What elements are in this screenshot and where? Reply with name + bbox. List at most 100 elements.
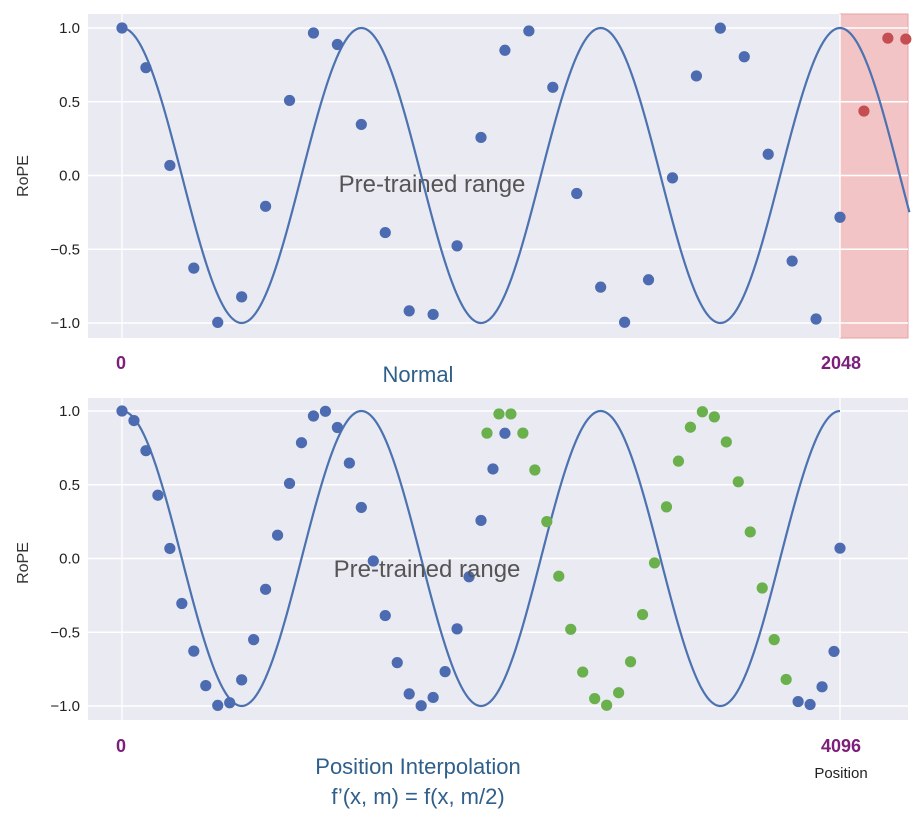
y-tick-label: 1.0 <box>59 20 80 37</box>
data-point-trained <box>499 44 511 56</box>
normal-y-axis-label: RoPE <box>15 155 32 197</box>
data-point-trained <box>427 308 439 321</box>
data-point-interpolated <box>660 501 673 513</box>
data-point-interpolated <box>517 427 529 439</box>
y-tick-label: 1.0 <box>59 403 80 420</box>
data-point-interpolated <box>624 656 637 668</box>
data-point-trained <box>475 514 487 527</box>
data-point-trained <box>212 699 224 712</box>
data-point-trained <box>260 200 272 212</box>
data-point-trained <box>164 159 176 172</box>
y-tick-label: −1.0 <box>50 315 80 332</box>
data-point-extrapolated <box>882 32 894 44</box>
data-point-trained <box>331 38 343 51</box>
data-point-interpolated <box>613 687 625 699</box>
data-point-trained <box>834 542 846 554</box>
data-point-trained <box>487 463 499 475</box>
data-point-trained <box>164 542 176 555</box>
data-point-trained <box>283 94 296 107</box>
data-point-trained <box>642 274 655 286</box>
data-point-trained <box>391 657 403 669</box>
interpolation-points <box>116 405 846 712</box>
data-point-interpolated <box>696 406 708 418</box>
data-point-trained <box>355 501 367 514</box>
normal-rope-curve <box>121 26 911 325</box>
data-point-trained <box>804 698 816 711</box>
interpolation-y-ticks: 1.0 0.5 0.0 −0.5 −1.0 <box>50 403 80 715</box>
normal-x-end-label: 2048 <box>821 353 861 373</box>
data-point-trained <box>834 211 846 223</box>
data-point-trained <box>343 457 355 469</box>
y-tick-label: −0.5 <box>50 241 80 258</box>
data-point-trained <box>128 414 140 427</box>
data-point-trained <box>762 148 774 160</box>
data-point-interpolated <box>541 516 553 528</box>
data-point-trained <box>224 697 236 709</box>
y-tick-label: −1.0 <box>50 698 80 715</box>
data-point-interpolated <box>601 699 613 711</box>
data-point-interpolated <box>505 408 517 420</box>
data-point-trained <box>690 70 703 82</box>
data-point-trained <box>451 623 463 635</box>
data-point-trained <box>403 688 415 700</box>
data-point-trained <box>427 691 439 704</box>
data-point-trained <box>379 226 391 239</box>
data-point-trained <box>571 187 583 200</box>
data-point-extrapolated <box>900 33 912 45</box>
data-point-trained <box>714 22 726 34</box>
data-point-trained <box>116 405 128 417</box>
data-point-interpolated <box>565 623 577 635</box>
data-point-trained <box>295 437 308 449</box>
data-point-trained <box>307 27 320 39</box>
data-point-interpolated <box>684 421 697 433</box>
y-tick-label: 0.0 <box>59 168 80 185</box>
y-tick-label: −0.5 <box>50 624 80 641</box>
data-point-interpolated <box>529 464 541 476</box>
data-point-trained <box>547 81 559 93</box>
data-point-trained <box>152 489 164 501</box>
data-point-trained <box>415 700 427 712</box>
data-point-interpolated <box>780 673 792 686</box>
interpolation-grid <box>88 398 908 720</box>
data-point-trained <box>666 172 679 184</box>
data-point-interpolated <box>636 608 649 621</box>
y-tick-label: 0.0 <box>59 551 80 568</box>
interpolation-x-axis-label: Position <box>814 765 867 782</box>
data-point-trained <box>140 445 152 457</box>
interpolation-title: Position Interpolation <box>315 754 520 779</box>
data-point-interpolated <box>708 411 720 423</box>
normal-panel: 1.0 0.5 0.0 −0.5 −1.0 RoPE Pre-trained range… <box>15 13 912 387</box>
data-point-trained <box>786 255 798 267</box>
data-point-interpolated <box>744 526 756 538</box>
data-point-interpolated <box>577 666 589 678</box>
data-point-trained <box>140 62 152 74</box>
data-point-trained <box>828 645 840 658</box>
data-point-trained <box>188 645 200 657</box>
data-point-trained <box>367 555 379 567</box>
data-point-trained <box>463 571 475 583</box>
data-point-trained <box>619 316 631 328</box>
y-tick-label: 0.5 <box>59 94 80 111</box>
data-point-trained <box>307 410 320 422</box>
data-point-trained <box>236 674 248 686</box>
interpolation-pretrained-range-label: Pre-trained range <box>334 556 521 583</box>
normal-y-ticks: 1.0 0.5 0.0 −0.5 −1.0 <box>50 20 80 332</box>
data-point-interpolated <box>493 408 505 420</box>
data-point-trained <box>236 291 248 303</box>
data-point-trained <box>595 281 607 293</box>
data-point-trained <box>188 262 200 274</box>
data-point-interpolated <box>672 455 685 467</box>
normal-points <box>116 22 912 329</box>
interpolation-x-start-label: 0 <box>116 736 126 756</box>
normal-x-start-label: 0 <box>116 353 126 373</box>
data-point-interpolated <box>732 476 744 488</box>
data-point-interpolated <box>553 570 565 582</box>
data-point-trained <box>283 477 296 490</box>
data-point-trained <box>816 681 828 693</box>
data-point-trained <box>379 609 391 622</box>
data-point-interpolated <box>648 557 661 569</box>
data-point-trained <box>200 680 212 692</box>
y-tick-label: 0.5 <box>59 477 80 494</box>
interpolation-y-axis-label: RoPE <box>15 542 32 584</box>
normal-title: Normal <box>383 362 454 387</box>
